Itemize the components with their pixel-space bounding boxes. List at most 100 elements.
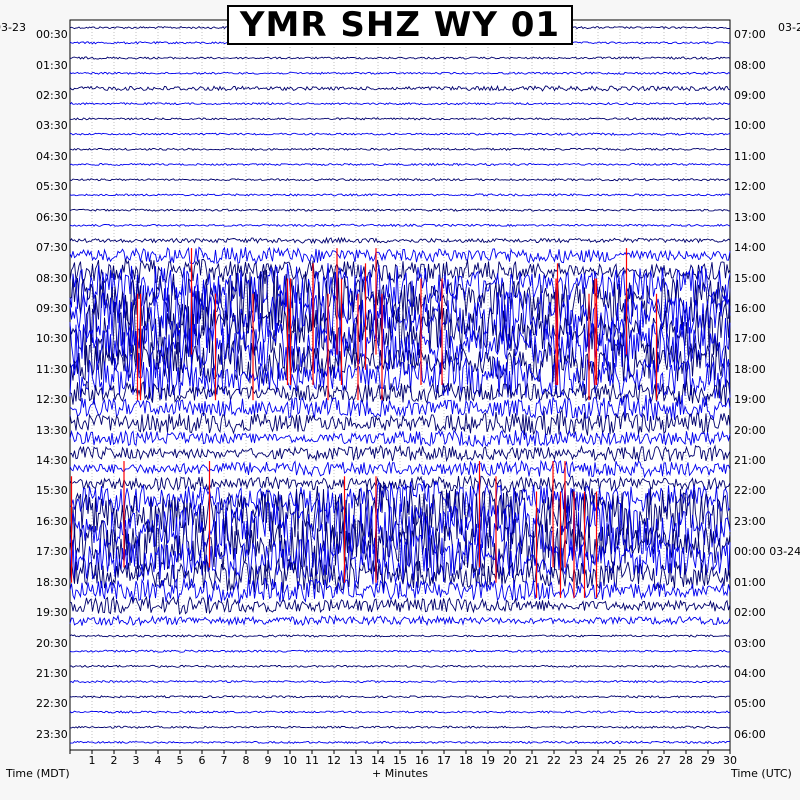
x-tick-label: 2 bbox=[110, 754, 118, 767]
x-tick-label: 17 bbox=[437, 754, 451, 767]
left-hour-label: 09:30 bbox=[36, 301, 68, 315]
seismic-trace bbox=[69, 71, 731, 75]
seismic-trace bbox=[69, 614, 731, 627]
right-hour-label: 11:00 bbox=[734, 149, 766, 163]
seismic-trace bbox=[69, 474, 731, 493]
right-hour-label: 13:00 bbox=[734, 210, 766, 224]
seismic-trace bbox=[69, 269, 731, 334]
seismic-trace bbox=[69, 498, 731, 559]
seismic-trace bbox=[69, 236, 731, 245]
seismic-trace bbox=[69, 695, 731, 699]
right-hour-label: 01:00 bbox=[734, 575, 766, 589]
left-hour-label: 19:30 bbox=[36, 606, 68, 620]
left-hour-label: 08:30 bbox=[36, 271, 68, 285]
left-hour-label: 04:30 bbox=[36, 149, 68, 163]
right-hour-label: 22:00 bbox=[734, 484, 766, 498]
x-tick-label: 19 bbox=[481, 754, 495, 767]
x-tick-label: 5 bbox=[176, 754, 184, 767]
left-hour-label: 01:30 bbox=[36, 58, 68, 72]
left-hour-label: 03:30 bbox=[36, 119, 68, 133]
seismic-trace bbox=[69, 577, 731, 604]
seismic-trace bbox=[69, 725, 731, 729]
right-hour-label: 15:00 bbox=[734, 271, 766, 285]
x-axis-ticks bbox=[69, 750, 731, 754]
right-hour-label: 14:00 bbox=[734, 241, 766, 255]
x-tick-label: 27 bbox=[657, 754, 671, 767]
seismic-trace bbox=[69, 284, 731, 350]
left-hour-label: 10:30 bbox=[36, 332, 68, 346]
x-tick-label: 14 bbox=[371, 754, 385, 767]
right-hour-label: 02:00 bbox=[734, 606, 766, 620]
seismic-trace bbox=[69, 258, 731, 284]
date-left-label: 03-23 bbox=[0, 21, 26, 34]
x-tick-label: 15 bbox=[393, 754, 407, 767]
date-right-label: 03-2 bbox=[778, 21, 800, 34]
left-hour-label: 22:30 bbox=[36, 697, 68, 711]
left-hour-label: 07:30 bbox=[36, 241, 68, 255]
x-tick-label: 1 bbox=[88, 754, 96, 767]
x-tick-label: 6 bbox=[198, 754, 206, 767]
seismic-trace bbox=[69, 444, 731, 463]
right-hour-label: 19:00 bbox=[734, 393, 766, 407]
seismic-trace bbox=[69, 223, 731, 228]
seismic-trace bbox=[69, 101, 731, 106]
x-tick-label: 11 bbox=[305, 754, 319, 767]
right-hour-label: 23:00 bbox=[734, 514, 766, 528]
seismic-trace bbox=[69, 246, 731, 266]
x-tick-label: 3 bbox=[132, 754, 140, 767]
right-hour-label: 21:00 bbox=[734, 454, 766, 468]
left-hour-label: 16:30 bbox=[36, 514, 68, 528]
seismic-trace bbox=[69, 84, 731, 92]
chart-title: YMR SHZ WY 01 bbox=[227, 5, 573, 45]
seismic-trace bbox=[69, 393, 731, 421]
left-hour-label: 12:30 bbox=[36, 393, 68, 407]
left-hour-label: 00:30 bbox=[36, 28, 68, 42]
x-tick-label: 7 bbox=[220, 754, 228, 767]
right-hour-label: 16:00 bbox=[734, 301, 766, 315]
seismic-trace bbox=[69, 353, 731, 401]
x-tick-label: 20 bbox=[503, 754, 517, 767]
x-tick-label: 8 bbox=[242, 754, 250, 767]
x-tick-label: 9 bbox=[264, 754, 272, 767]
seismic-trace bbox=[69, 56, 731, 60]
right-hour-label: 00:00 03-24 bbox=[734, 545, 800, 559]
x-tick-label: 18 bbox=[459, 754, 473, 767]
left-hour-label: 20:30 bbox=[36, 636, 68, 650]
x-tick-label: 10 bbox=[283, 754, 297, 767]
seismic-trace bbox=[69, 193, 731, 197]
seismic-trace bbox=[69, 480, 731, 518]
right-hour-label: 04:00 bbox=[734, 666, 766, 680]
left-hour-label: 18:30 bbox=[36, 575, 68, 589]
right-hour-label: 17:00 bbox=[734, 332, 766, 346]
x-tick-label: 21 bbox=[525, 754, 539, 767]
x-tick-label: 4 bbox=[154, 754, 162, 767]
x-tick-label: 29 bbox=[701, 754, 715, 767]
x-tick-label: 16 bbox=[415, 754, 429, 767]
x-tick-label: 22 bbox=[547, 754, 561, 767]
right-hour-label: 07:00 bbox=[734, 28, 766, 42]
seismic-trace bbox=[69, 408, 731, 437]
seismic-trace bbox=[69, 556, 731, 593]
right-hour-label: 05:00 bbox=[734, 697, 766, 711]
seismic-trace bbox=[69, 459, 731, 479]
right-hour-label: 08:00 bbox=[734, 58, 766, 72]
seismic-trace bbox=[69, 378, 731, 406]
seismic-trace bbox=[69, 595, 731, 615]
x-tick-label: 12 bbox=[327, 754, 341, 767]
seismic-trace bbox=[69, 429, 731, 448]
left-hour-label: 02:30 bbox=[36, 89, 68, 103]
x-tick-label: 13 bbox=[349, 754, 363, 767]
seismic-trace bbox=[69, 208, 731, 212]
left-hour-label: 15:30 bbox=[36, 484, 68, 498]
right-hour-label: 12:00 bbox=[734, 180, 766, 194]
left-hour-label: 13:30 bbox=[36, 423, 68, 437]
right-hour-label: 10:00 bbox=[734, 119, 766, 133]
right-hour-label: 06:00 bbox=[734, 727, 766, 741]
left-hour-label: 05:30 bbox=[36, 180, 68, 194]
seismic-trace bbox=[70, 664, 731, 668]
left-hour-label: 21:30 bbox=[36, 666, 68, 680]
x-tick-label: 30 bbox=[723, 754, 737, 767]
right-hour-label: 18:00 bbox=[734, 362, 766, 376]
seismic-trace bbox=[69, 177, 731, 182]
